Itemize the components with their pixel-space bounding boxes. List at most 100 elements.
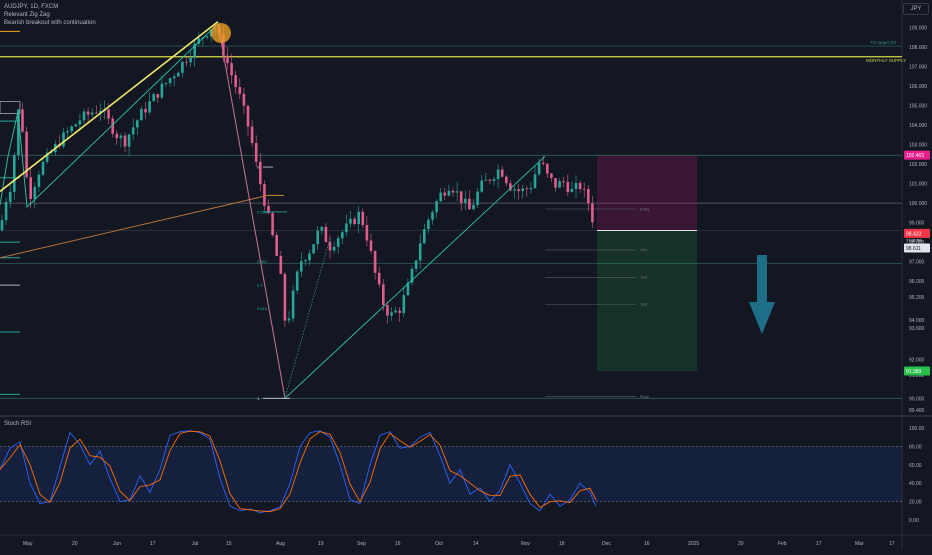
candle-body-289 [287,318,291,321]
target-price-badge-bg [904,366,930,376]
level-price-badge-bg [904,243,930,253]
candle-body-482 [480,180,483,192]
countdown-label: 17:01:59 [906,237,922,242]
candle-body-314 [312,244,315,254]
candle-body-371 [369,240,373,252]
candle-body-129 [127,134,131,147]
candle-body-556 [554,178,557,188]
candle-body-387 [386,305,389,316]
price-tick-20: 90.000 [909,396,925,402]
time-label-0: May [23,541,33,547]
indicator-zigzag-label[interactable]: Relevant Zig Zag [4,12,50,18]
candle-body-502 [500,169,504,177]
candle-body-273 [271,213,274,236]
candle-body-133 [131,127,135,135]
rsi-tick-3: 40.00 [909,481,922,487]
candle-body-27 [25,131,28,178]
candle-body-227 [226,55,229,64]
candle-body-6 [4,201,8,221]
candle-body-64 [62,132,65,147]
fib-label-5: 1 [257,396,260,401]
currency-button[interactable]: JPY [903,3,929,15]
candle-body-23 [21,109,24,132]
candle-body-367 [365,225,369,241]
candle-body-244 [242,93,246,106]
candle-body-449 [447,190,451,196]
time-label-18: Feb [778,541,787,547]
candle-body-486 [484,179,488,181]
candle-body-281 [279,255,283,274]
candle-body-523 [521,188,524,192]
indicator-breakout-label[interactable]: Bearish breakout with continuation [4,20,96,26]
candle-body-186 [185,61,188,63]
candle-body-494 [492,179,496,181]
rsi-tick-1: 80.00 [909,444,922,450]
candle-body-490 [488,179,492,181]
position-target-zone [597,230,697,371]
time-label-5: 15 [226,541,232,547]
time-label-11: 14 [473,541,479,547]
candle-body-568 [566,181,570,192]
fib-label-0: 0 [257,165,260,170]
price-tick-10: 100.000 [909,201,927,207]
candle-body-469 [468,198,471,210]
candle-body-326 [324,226,328,243]
price-pane [0,0,902,415]
candle-body-248 [246,105,250,127]
stoch-rsi-title[interactable]: Stoch RSI [4,421,32,427]
candles [0,22,594,327]
time-label-20: Mar [855,541,864,547]
rsi-tick-4: 20.00 [909,500,922,506]
candle-body-392 [390,312,393,316]
candle-body-416 [414,260,418,269]
candle-body-412 [410,268,414,283]
candle-body-478 [476,191,479,205]
price-tick-6: 104.000 [909,123,927,129]
candle-body-76 [74,124,78,127]
candle-body-141 [140,108,143,121]
time-label-17: 20 [738,541,744,547]
candle-body-531 [529,187,533,190]
candle-body-92 [90,112,94,115]
candle-body-223 [222,34,225,56]
time-label-7: 19 [318,541,324,547]
candle-body-88 [86,111,90,115]
candle-body-588 [587,189,590,204]
candle-body-506 [505,176,508,184]
symbol-title[interactable]: AUDJPY, 1D, FXCM [4,4,59,10]
price-tick-13: 97.000 [909,260,925,266]
price-tick-4: 106.000 [909,84,927,90]
candle-body-383 [382,284,385,306]
candle-body-359 [357,211,360,225]
time-label-14: Dec [602,541,611,547]
candle-body-342 [341,232,344,239]
current-price-badge-bg [904,228,930,238]
target-level-label-2: TP3 [640,302,648,307]
candle-body-355 [353,218,356,225]
target-price-badge: 91.389 [906,369,922,375]
candle-body-80 [78,120,82,125]
target-level-label-0: TP1 [640,247,648,252]
time-label-16: 2025 [688,541,699,547]
stoch-k-line [0,430,597,514]
candle-body-433 [431,212,434,220]
candle-body-474 [472,204,475,210]
candle-body-400 [398,310,401,313]
price-tick-15: 95.200 [909,295,925,301]
candle-body-539 [537,162,541,175]
time-label-9: 16 [395,541,401,547]
candle-body-117 [115,133,119,139]
time-label-3: 17 [150,541,156,547]
candle-body-256 [254,143,258,162]
stoch-d-line [0,430,597,513]
candle-body-18 [17,109,20,156]
candle-body-375 [373,251,377,273]
candle-body-158 [156,94,160,98]
candle-body-408 [406,282,410,296]
candle-body-301 [300,261,303,272]
candle-body-109 [107,109,110,119]
candle-body-441 [439,192,442,202]
candle-body-113 [111,118,114,134]
